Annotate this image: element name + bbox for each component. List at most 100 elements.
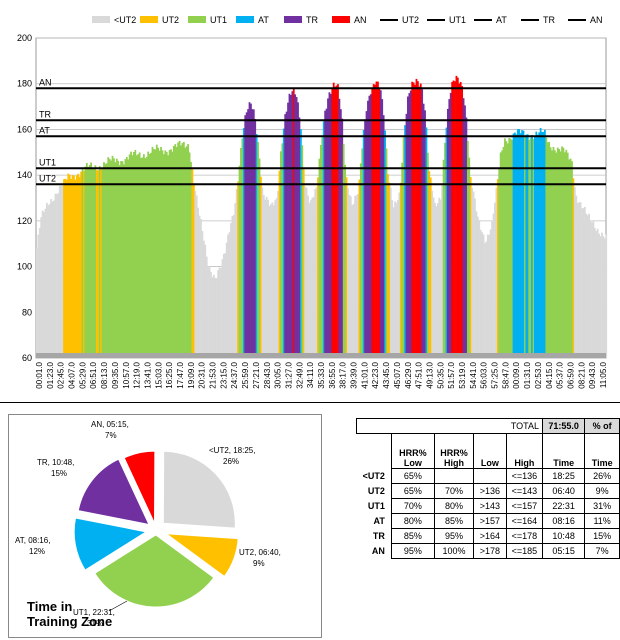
percent-cell: 26%: [584, 468, 620, 484]
hr-sample-bar: [339, 109, 342, 359]
hr-sample-bar: [54, 193, 57, 358]
hr-sample-bar: [364, 119, 366, 359]
hr-sample-bar: [299, 129, 302, 358]
hr-sample-bar: [415, 78, 418, 358]
section-divider: [0, 402, 620, 403]
hr-sample-bar: [240, 147, 242, 358]
x-tick-label: 01:31.0: [523, 361, 532, 388]
hr-sample-bar: [261, 187, 264, 358]
hr-sample-bar: [288, 93, 291, 358]
x-tick-label: 47:51.0: [415, 361, 424, 388]
hrr-low-cell: 85%: [390, 528, 436, 544]
x-tick-label: 13:41.0: [143, 361, 152, 388]
hr-sample-bar: [287, 102, 289, 358]
hr-sample-bar: [77, 173, 80, 358]
hr-sample-bar: [345, 177, 348, 358]
hr-sample-bar: [528, 139, 531, 358]
hr-sample-bar: [342, 144, 345, 358]
x-tick-label: 04:15.0: [545, 361, 554, 388]
legend-label: <UT2: [114, 15, 136, 25]
hr-sample-bar: [182, 141, 185, 358]
hr-sample-bar: [245, 112, 248, 358]
hr-sample-bar: [74, 179, 77, 358]
hr-sample-bar: [565, 149, 568, 358]
hr-sample-bar: [160, 147, 162, 358]
hr-low-cell: >136: [472, 483, 507, 499]
hr-sample-bar: [531, 135, 533, 358]
hr-sample-bar: [317, 177, 319, 358]
hr-sample-bar: [573, 187, 576, 358]
time-cell: 22:31: [542, 498, 586, 514]
hr-sample-bar: [47, 205, 50, 358]
hr-sample-bar: [461, 86, 464, 358]
hr-sample-bar: [512, 133, 515, 358]
hr-sample-bar: [202, 240, 205, 358]
hrr-high-cell: 70%: [434, 483, 474, 499]
percent-cell: 11%: [584, 513, 620, 529]
hr-sample-bar: [83, 170, 85, 358]
legend-label: TR: [306, 15, 318, 25]
hr-sample-bar: [45, 202, 48, 358]
hr-sample-bar: [555, 152, 558, 358]
legend-label: AN: [590, 15, 603, 25]
hr-sample-bar: [489, 229, 492, 358]
legend-label: AT: [496, 15, 507, 25]
zone-label: TR: [372, 531, 385, 541]
table-total-row: TOTAL 71:55.0 % of: [355, 418, 620, 434]
time-in-zone-pie-panel: <UT2, 18:25, 26% UT2, 06:40, 9% UT1, 22:31, 3…: [8, 414, 322, 638]
pct-header: % of: [584, 418, 620, 434]
hr-sample-bar: [452, 80, 455, 359]
hr-sample-bar: [257, 142, 259, 358]
hr-sample-bar: [280, 151, 282, 358]
hr-sample-bar: [204, 244, 207, 358]
hr-sample-bar: [526, 134, 529, 358]
hr-sample-bar: [275, 198, 278, 358]
hr-sample-bar: [141, 157, 144, 358]
pie-slice: [162, 450, 236, 529]
hr-sample-bar: [64, 178, 67, 358]
hr-sample-bar: [582, 207, 585, 358]
hr-sample-bar: [200, 219, 202, 358]
y-tick-label: 160: [17, 124, 32, 134]
hr-sample-bar: [516, 129, 519, 358]
hr-sample-bar: [578, 202, 581, 358]
total-label: TOTAL: [355, 418, 544, 434]
hr-sample-bar: [377, 81, 379, 358]
hr-sample-bar: [591, 222, 593, 358]
hr-sample-bar: [354, 195, 356, 358]
hr-sample-bar: [325, 108, 328, 358]
hr-sample-bar: [242, 128, 245, 358]
legend-label: UT2: [162, 15, 179, 25]
x-tick-label: 39:39.0: [350, 361, 359, 388]
x-tick-label: 20:31.0: [198, 361, 207, 388]
hr-sample-bar: [372, 84, 375, 358]
hr-sample-bar: [238, 165, 241, 358]
x-tick-label: 32:49.0: [295, 361, 304, 388]
hr-sample-bar: [595, 230, 598, 358]
pie-slice: [73, 517, 148, 571]
total-time: 71:55.0: [542, 418, 586, 434]
hr-sample-bar: [455, 75, 458, 358]
hr-sample-bar: [532, 138, 535, 358]
col-header: HRR% High: [434, 433, 474, 469]
hr-sample-bar: [593, 228, 596, 358]
hr-sample-bar: [546, 142, 549, 358]
x-tick-label: 01:23.0: [46, 361, 55, 388]
hr-sample-bar: [314, 188, 317, 358]
hr-sample-bar: [368, 95, 371, 359]
hr-sample-bar: [181, 143, 184, 358]
hr-sample-bar: [444, 142, 446, 358]
legend-swatch: [92, 16, 110, 23]
hr-sample-bar: [571, 161, 573, 358]
hr-sample-bar: [347, 188, 349, 358]
x-tick-label: 23:15.0: [219, 361, 228, 388]
hr-sample-bar: [50, 199, 53, 358]
hr-sample-bar: [414, 84, 416, 358]
hr-sample-bar: [207, 267, 210, 358]
hr-sample-bar: [43, 212, 45, 358]
hr-sample-bar: [365, 111, 368, 358]
hrr-high-cell: [434, 468, 474, 484]
hr-high-cell: <=143: [505, 483, 544, 499]
hr-sample-bar: [38, 228, 41, 358]
hr-sample-bar: [562, 147, 565, 358]
